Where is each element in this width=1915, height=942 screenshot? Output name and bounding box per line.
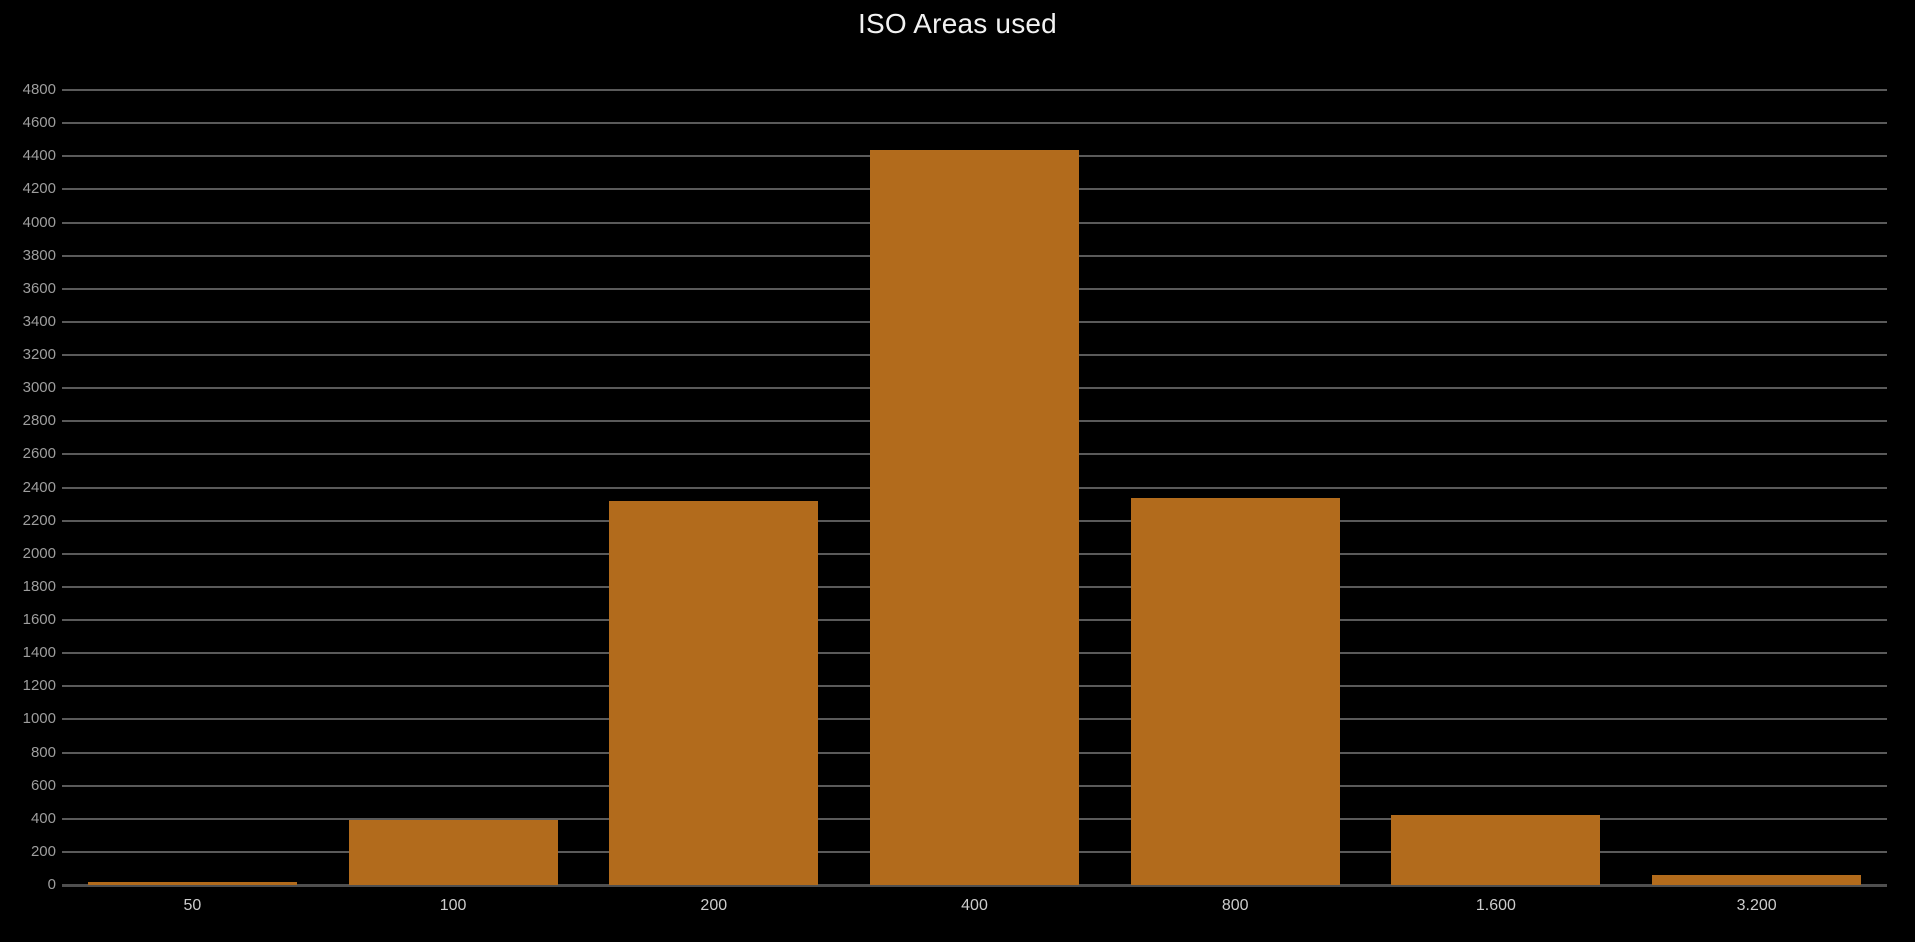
y-axis-tick-label: 200 [30,842,56,860]
y-axis-tick-label: 3800 [22,246,56,264]
x-axis-baseline [62,884,1887,887]
y-axis-tick-label: 1800 [22,577,56,595]
x-axis-category-label: 3.200 [1736,897,1777,914]
y-axis-tick-label: 400 [30,809,56,827]
y-axis-tick-label: 1000 [22,710,56,728]
y-axis-tick-label: 4600 [22,114,56,132]
gridline [62,89,1887,91]
y-axis-tick-label: 2200 [22,511,56,529]
x-axis-category-label: 200 [700,897,728,914]
y-axis-tick-label: 3000 [22,379,56,397]
y-axis-tick-label: 0 [47,876,56,893]
bar-category-400[interactable] [870,149,1079,885]
y-axis-tick-label: 4800 [22,81,56,98]
y-axis-tick-label: 1600 [22,611,56,628]
x-axis-category-label: 100 [439,897,467,914]
bar-category-1.600[interactable] [1391,815,1601,885]
gridline [62,122,1887,125]
y-axis-tick-label: 3400 [22,312,56,330]
bar-category-50[interactable] [87,881,297,885]
x-axis-category-label: 800 [1221,897,1249,914]
bar-category-100[interactable] [348,820,558,885]
chart-title: ISO Areas used [858,8,1057,39]
y-axis-tick-label: 3200 [22,346,56,363]
y-axis-tick-label: 2600 [22,445,56,463]
y-axis-tick-label: 4400 [22,147,56,165]
bar-category-800[interactable] [1130,498,1340,885]
y-axis-tick-label: 600 [30,776,56,794]
y-axis-tick-label: 4200 [22,180,56,198]
y-axis-tick-label: 2800 [22,412,56,430]
x-axis-category-label: 400 [961,897,988,914]
y-axis-tick-label: 800 [30,743,56,761]
y-axis-tick-label: 1200 [22,677,56,695]
bar-category-200[interactable] [609,500,819,885]
y-axis-tick-label: 2400 [22,478,56,496]
y-axis-tick-label: 4000 [22,213,56,231]
x-axis-category-label: 1.600 [1475,897,1516,914]
bar-category-3.200[interactable] [1652,875,1862,885]
x-axis-category-label: 50 [183,897,202,914]
y-axis-tick-label: 1400 [22,644,56,662]
y-axis-tick-label: 2000 [22,544,56,562]
y-axis-tick-label: 3600 [22,279,56,297]
